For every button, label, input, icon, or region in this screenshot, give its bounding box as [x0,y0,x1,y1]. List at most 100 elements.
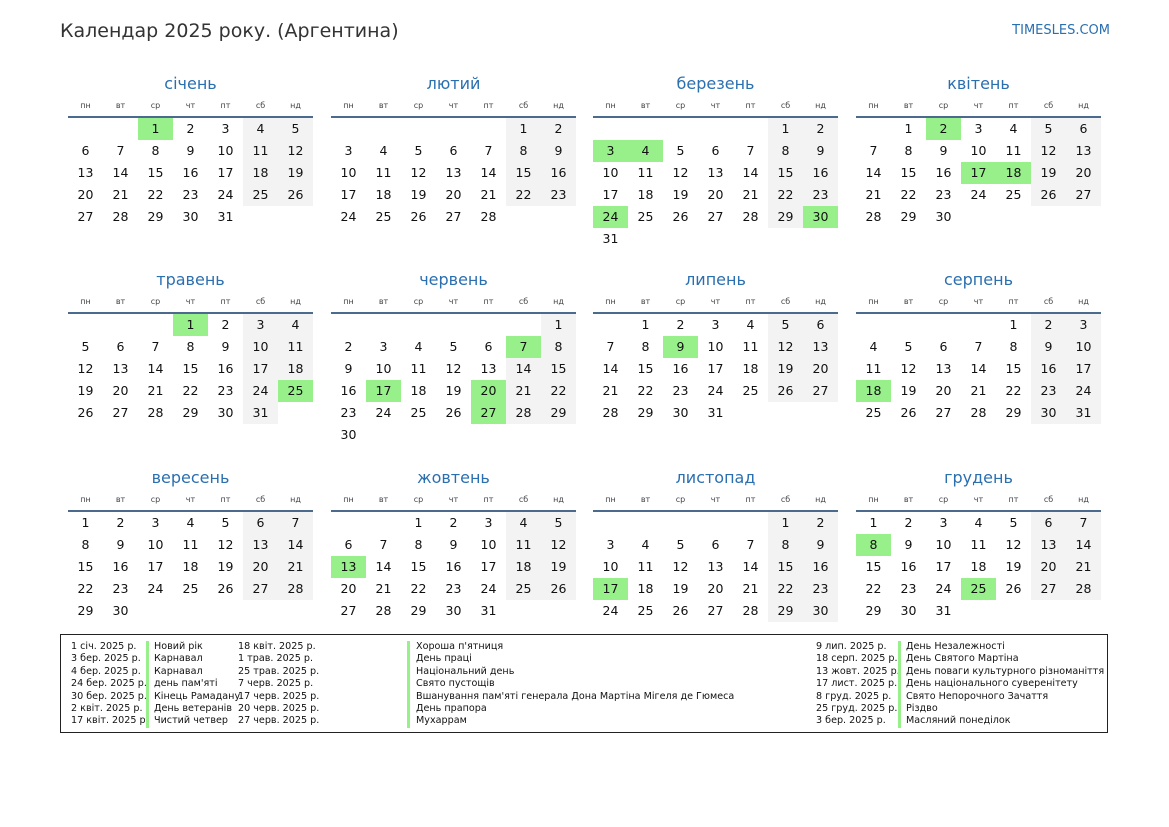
day-cell: 19 [768,358,803,380]
day-cell: 19 [217,559,234,574]
day-cell: 27 [1031,578,1066,600]
day-cell: 16 [217,361,234,376]
legend-entry: День ветеранів [154,702,232,714]
day-cell: 6 [711,143,720,158]
site-link[interactable]: TIMESLES.COM [1012,23,1110,38]
day-cell: 29 [77,603,94,618]
day-cell: 1 [768,118,803,140]
day-cell: 5 [1031,118,1066,140]
day-cell: 22 [768,578,803,600]
month-5: травень пн вт ср чт пт сб нд 1 2 3 4 5 6 7 8 9 10 11 12 13 14… [68,270,313,424]
day-cell: 18 [506,556,541,578]
day-cell: 12 [445,361,462,376]
day-cell: 19 [541,556,576,578]
day-cell: 28 [375,603,392,618]
day-cell: 27 [340,603,357,618]
day-cell: 3 [484,515,493,530]
day-cell: 18 [278,358,313,380]
legend-names-col-2: Хороша п'ятниця День праці Національний де… [416,641,734,728]
day-cell: 28 [480,209,497,224]
day-cell: 8 [414,537,423,552]
day-cell: 15 [506,162,541,184]
legend-entry: 3 бер. 2025 р. [816,715,886,727]
empty-cell [698,118,733,140]
weekday-label: нд [290,101,301,110]
day-cell: 29 [768,600,803,622]
month-name: липень [685,270,746,289]
day-cell: 22 [506,184,541,206]
empty-cell [628,512,663,534]
day-cell: 17 [935,559,952,574]
weekday-header: пн вт ср чт пт сб нд [593,99,838,118]
legend-entry: День Святого Мартіна [906,653,1019,665]
day-cell: 31 [1066,402,1101,424]
day-cell: 25 [637,603,654,618]
day-cell: 11 [742,339,759,354]
weekday-label: пт [745,101,756,110]
weekday-label: сб [518,297,529,306]
day-cell: 6 [1031,512,1066,534]
weekday-label: вт [115,101,126,110]
weekday-label: пн [80,297,91,306]
weekday-label: чт [710,101,721,110]
weekday-label: чт [973,297,984,306]
day-cell: 22 [900,187,917,202]
day-cell: 15 [147,165,164,180]
weekday-label: ср [150,297,161,306]
weekday-header: пн вт ср чт пт сб нд [331,493,576,512]
day-grid: 1 2 3 4 5 6 7 8 9 10 11 12 13 14 15 16 17 18 19 20 21 22 23 24 2… [856,512,1101,622]
day-cell: 17 [707,361,724,376]
weekday-label: ср [413,495,424,504]
day-cell: 17 [1066,358,1101,380]
empty-cell [366,118,401,140]
month-name: травень [156,270,225,289]
day-cell: 10 [707,339,724,354]
day-cell: 21 [375,581,392,596]
day-cell: 1 [81,515,90,530]
empty-cell [663,512,698,534]
day-cell: 22 [1005,383,1022,398]
day-cell: 19 [445,383,462,398]
page-title: Календар 2025 року. (Аргентина) [60,20,399,42]
day-cell: 31 [217,209,234,224]
month-4: квітень пн вт ср чт пт сб нд 1 2 3 4 5 6 7 8 9 10 11 12 13 14… [856,74,1101,228]
weekday-header: пн вт ср чт пт сб нд [856,99,1101,118]
holiday-day-cell: 1 [138,118,173,140]
day-cell: 14 [506,358,541,380]
day-cell: 13 [1031,534,1066,556]
weekday-label: вт [115,495,126,504]
day-grid: 1 2 3 4 5 6 7 8 9 10 11 12 13 14 15 16 17 18 19 20 21 22 23 24 2… [331,118,576,228]
day-cell: 23 [217,383,234,398]
day-cell: 10 [217,143,234,158]
day-cell: 17 [243,358,278,380]
day-cell: 19 [672,581,689,596]
day-cell: 28 [278,578,313,600]
weekday-header: пн вт ср чт пт сб нд [593,295,838,314]
day-cell: 5 [768,314,803,336]
empty-cell [593,314,628,336]
day-cell: 26 [77,405,94,420]
weekday-label: ср [675,101,686,110]
day-cell: 29 [541,402,576,424]
day-cell: 27 [935,405,952,420]
weekday-label: чт [448,297,459,306]
day-cell: 26 [445,405,462,420]
day-cell: 5 [1009,515,1018,530]
day-cell: 24 [480,581,497,596]
legend-entry: 1 трав. 2025 р. [238,653,314,665]
weekday-label: вт [640,101,651,110]
day-cell: 21 [865,187,882,202]
day-cell: 1 [1009,317,1018,332]
holiday-day-cell: 3 [593,140,628,162]
weekday-header: пн вт ср чт пт сб нд [68,99,313,118]
day-cell: 21 [112,187,129,202]
day-cell: 16 [112,559,129,574]
day-cell: 20 [112,383,129,398]
holiday-day-cell: 13 [331,556,366,578]
day-cell: 9 [221,339,230,354]
holiday-day-cell: 25 [961,578,996,600]
weekday-label: сб [518,495,529,504]
day-cell: 4 [506,512,541,534]
weekday-label: чт [185,101,196,110]
holiday-day-cell: 8 [856,534,891,556]
